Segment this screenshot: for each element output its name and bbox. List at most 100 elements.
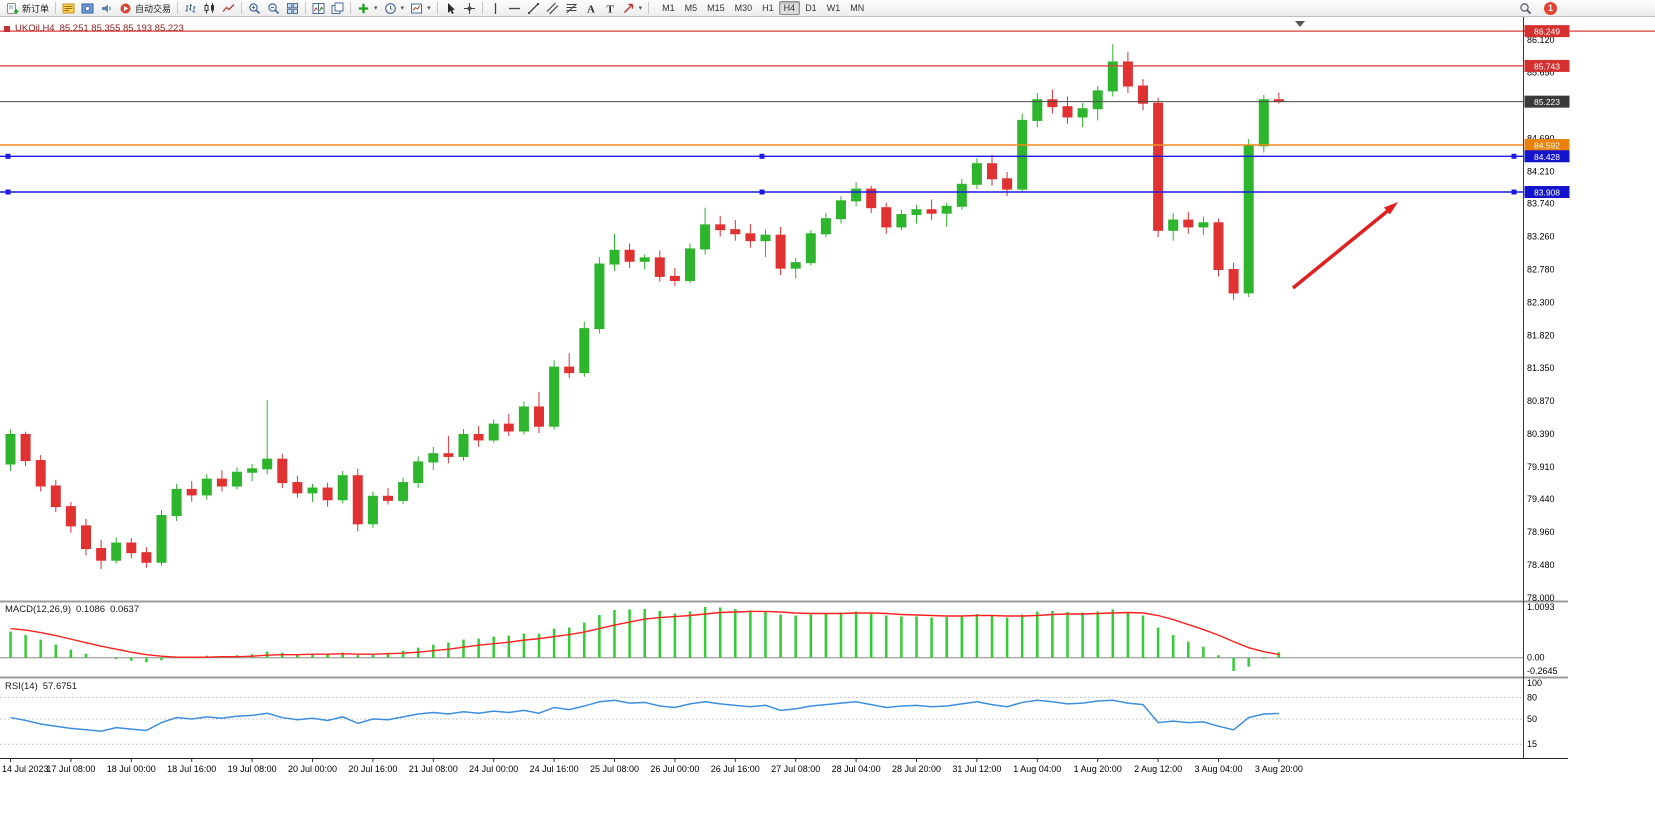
market-watch-button[interactable] [59,1,78,16]
periods-button[interactable]: ▾ [381,1,408,16]
candle-body [926,209,937,214]
text-label-button[interactable]: T [600,1,619,16]
timeframe-button-H4[interactable]: H4 [778,1,801,15]
horizontal-line-button[interactable] [505,1,524,16]
arrows-button[interactable]: ▾ [619,1,646,16]
sound-button[interactable] [97,1,116,16]
line-handle[interactable] [1511,153,1517,159]
templates-icon [411,3,423,13]
svg-text:83.908: 83.908 [1534,188,1560,198]
trendline-icon [527,2,539,14]
line-handle[interactable] [759,153,765,159]
macd-histogram [9,607,1281,671]
templates-button[interactable]: ▾ [407,1,434,16]
price-tag-84.592: 84.592 [1524,139,1570,152]
candle-body [1092,90,1103,110]
toolbar-separator [350,2,352,14]
svg-text:25 Jul 08:00: 25 Jul 08:00 [590,764,639,774]
svg-text:24 Jul 00:00: 24 Jul 00:00 [469,764,518,774]
candle-body [941,205,952,214]
cascade-windows-icon [331,2,344,14]
text-icon: A [587,3,595,15]
timeframe-button-D1[interactable]: D1 [800,1,822,15]
line-handle[interactable] [5,153,11,159]
timeframe-button-M30[interactable]: M30 [730,1,758,15]
candle-body [216,478,227,487]
candlestick-chart-button[interactable] [200,1,219,16]
cursor-button[interactable] [441,1,460,16]
svg-text:20 Jul 00:00: 20 Jul 00:00 [288,764,337,774]
svg-text:0.00: 0.00 [1527,653,1545,663]
chart-shift-marker[interactable] [1295,21,1305,27]
bar-chart-button[interactable] [181,1,200,16]
horizontal-line-icon [508,7,520,9]
chevron-down-icon: ▾ [400,5,405,12]
auto-trading-label: 自动交易 [135,3,172,14]
svg-text:85.223: 85.223 [1534,97,1560,107]
price-axis[interactable]: 86.120 85.650 84.690 84.210 83.740 83.260 82.7… [1527,35,1555,603]
svg-text:78.960: 78.960 [1527,527,1555,537]
price-tag-85.223: 85.223 [1524,95,1570,108]
timeframe-button-M1[interactable]: M1 [657,1,680,15]
svg-text:24 Jul 16:00: 24 Jul 16:00 [530,764,579,774]
svg-text:78.000: 78.000 [1527,593,1555,603]
indicators-button[interactable]: ▾ [354,1,381,16]
trend-arrow-annotation[interactable] [1291,202,1398,290]
auto-trading-icon [120,3,131,13]
chart-canvas[interactable]: 1.0093 0.00 -0.2645 100 80 50 15 86.120 85.650 84… [0,17,1655,829]
toolbar-separator [177,2,179,14]
macd-name: MACD(12,26,9) [5,604,71,615]
svg-text:84.210: 84.210 [1527,166,1555,176]
candle-body [458,433,469,457]
zoom-in-button[interactable] [245,1,264,16]
chevron-down-icon: ▾ [427,5,431,12]
candle-body [669,275,680,282]
svg-text:81.820: 81.820 [1527,330,1555,340]
candle-body [775,234,786,269]
line-handle[interactable] [759,189,765,195]
auto-trading-button[interactable]: 自动交易 [116,1,174,16]
candle-body [760,234,771,242]
tile-windows-button[interactable] [309,1,328,16]
svg-text:85.650: 85.650 [1527,67,1555,77]
channel-button[interactable] [543,1,562,16]
crosshair-icon [463,2,475,14]
search-button[interactable] [1516,1,1535,16]
toolbar-separator [241,2,243,14]
text-button[interactable]: A [581,1,600,16]
candle-body [1002,178,1013,190]
new-order-button[interactable]: 新订单 [3,1,52,16]
timeframe-button-W1[interactable]: W1 [822,1,846,15]
svg-text:82.780: 82.780 [1527,265,1555,275]
timeframe-button-M15[interactable]: M15 [702,1,730,15]
vertical-line-button[interactable] [486,1,505,16]
candle-body [790,262,801,269]
crosshair-button[interactable] [460,1,479,16]
zoom-out-button[interactable] [264,1,283,16]
line-chart-button[interactable] [219,1,238,16]
chart-ohlc-values: 85.251 85.355 85.193 85.223 [59,23,184,34]
timeframe-button-MN[interactable]: MN [845,1,869,15]
timeframe-button-M5[interactable]: M5 [680,1,703,15]
candle-body [1213,222,1224,271]
cascade-windows-button[interactable] [328,1,347,16]
candle-body [201,478,212,496]
line-handle[interactable] [5,189,11,195]
trendline-button[interactable] [524,1,543,16]
line-handle[interactable] [1511,189,1517,195]
notification-badge[interactable]: 1 [1544,1,1557,15]
sound-icon [102,4,111,12]
svg-text:14 Jul 2023: 14 Jul 2023 [2,764,49,774]
arrange-windows-button[interactable] [283,1,302,16]
candle-body [96,548,107,561]
navigator-button[interactable] [78,1,97,16]
fibonacci-button[interactable] [562,1,581,16]
toolbar-separator [55,2,57,14]
svg-text:26 Jul 16:00: 26 Jul 16:00 [711,764,760,774]
level-line-84.428[interactable] [0,153,1524,159]
level-line-83.908[interactable] [0,189,1524,195]
timeframe-button-H1[interactable]: H1 [757,1,779,15]
candle-body [186,488,197,496]
chart-area[interactable]: 1.0093 0.00 -0.2645 100 80 50 15 86.120 85.650 84… [0,17,1655,829]
